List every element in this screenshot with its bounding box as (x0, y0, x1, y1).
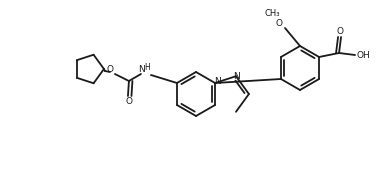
Text: N: N (214, 77, 220, 86)
Text: N: N (139, 65, 145, 74)
Text: CH₃: CH₃ (264, 10, 280, 18)
Text: O: O (336, 27, 343, 36)
Text: O: O (276, 18, 282, 27)
Text: O: O (126, 98, 132, 106)
Text: OH: OH (356, 51, 370, 59)
Text: N: N (233, 72, 240, 81)
Text: O: O (106, 64, 114, 74)
Text: H: H (144, 64, 150, 73)
